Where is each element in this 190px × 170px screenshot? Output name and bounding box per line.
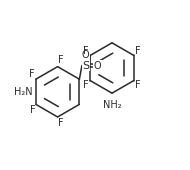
Text: F: F bbox=[83, 46, 89, 56]
Text: NH₂: NH₂ bbox=[103, 100, 121, 110]
Text: F: F bbox=[135, 80, 141, 90]
Text: O: O bbox=[94, 61, 101, 71]
Text: F: F bbox=[83, 80, 89, 90]
Text: S: S bbox=[82, 61, 89, 71]
Text: H₂N: H₂N bbox=[13, 87, 32, 97]
Text: F: F bbox=[29, 69, 35, 79]
Text: F: F bbox=[135, 46, 141, 56]
Text: F: F bbox=[58, 55, 64, 65]
Text: O: O bbox=[82, 50, 89, 59]
Text: F: F bbox=[30, 105, 35, 115]
Text: F: F bbox=[58, 118, 64, 128]
